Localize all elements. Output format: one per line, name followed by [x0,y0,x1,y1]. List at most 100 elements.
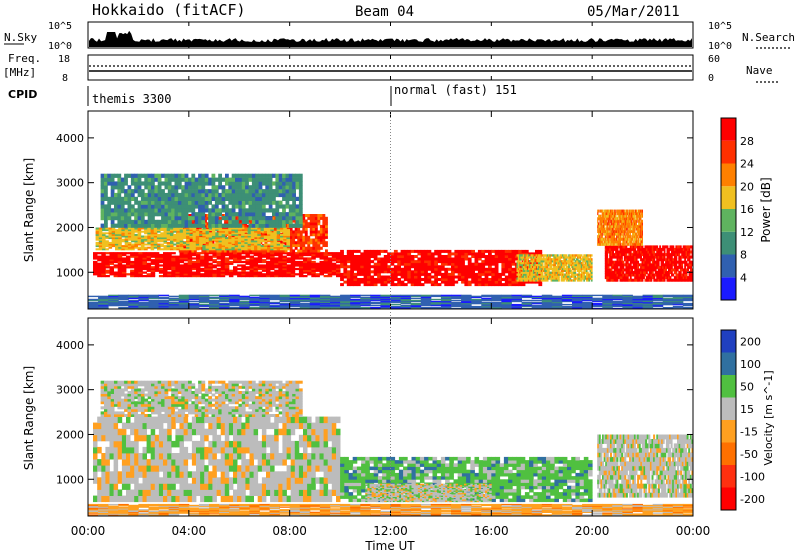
heatmap-cell [573,254,575,257]
heatmap-cell [215,227,219,230]
heatmap-cell [171,192,175,198]
heatmap-cell [286,264,292,267]
heatmap-cell [325,233,328,237]
heatmap-cell [179,273,184,276]
heatmap-cell [134,229,138,232]
heatmap-cell [231,246,235,249]
heatmap-cell [508,275,512,279]
heatmap-cell [314,246,318,250]
heatmap-cell [131,233,135,236]
heatmap-cell [235,200,239,205]
heatmap-cell [494,270,499,274]
heatmap-cell [307,273,312,276]
heatmap-cell [327,275,333,278]
heatmap-cell [550,277,553,280]
heatmap-cell [205,243,210,246]
heatmap-cell [353,260,358,264]
heatmap-cell [534,277,536,280]
heatmap-cell [205,245,210,248]
heatmap-cell [317,233,321,237]
heatmap-cell [231,223,236,228]
heatmap-cell [519,279,521,282]
heatmap-cell [539,265,541,269]
heatmap-cell [619,273,622,277]
heatmap-cell [527,277,530,280]
heatmap-cell [561,262,564,265]
heatmap-cell [526,254,529,257]
heatmap-cell [204,196,209,201]
heatmap-cell [525,256,528,259]
heatmap-cell [157,189,162,194]
heatmap-cell [105,252,110,255]
heatmap-cell [302,241,306,245]
heatmap-cell [454,249,459,253]
heatmap-cell [393,255,398,258]
heatmap-cell [610,245,613,249]
heatmap-cell [124,237,129,240]
heatmap-cell [427,260,432,264]
heatmap-cell [196,271,201,274]
heatmap-cell [540,271,543,274]
heatmap-cell [154,223,159,228]
heatmap-cell [292,189,296,194]
heatmap-cell [260,237,265,240]
heatmap-cell [246,249,250,253]
heatmap-cell [331,253,337,257]
heatmap-cell [124,219,128,224]
heatmap-cell [363,249,368,253]
heatmap-cell [323,260,329,264]
heatmap-cell [625,247,628,251]
heatmap-cell [253,257,259,260]
heatmap-cell [188,219,192,224]
heatmap-cell [101,262,106,265]
heatmap-cell [322,222,326,226]
heatmap-cell [279,249,283,253]
heatmap-cell [221,245,226,248]
heatmap-cell [275,189,280,194]
heatmap-cell [268,216,273,221]
heatmap-cell [511,283,516,287]
heatmap-cell [176,238,180,241]
heatmap-cell [134,269,139,272]
heatmap-cell [272,216,275,220]
heatmap-cell [114,173,118,178]
heatmap-cell [521,262,524,265]
heatmap-cell [556,256,559,259]
heatmap-cell [114,208,118,213]
heatmap-cell [200,273,205,276]
heatmap-cell [628,250,631,254]
heatmap-cell [254,243,258,246]
heatmap-cell [124,245,129,248]
heatmap-cell [477,262,482,266]
heatmap-cell [127,229,132,232]
heatmap-cell [319,257,324,260]
heatmap-cell [657,247,660,251]
heatmap-cell [174,219,179,224]
heatmap-cell [170,230,174,233]
heatmap-cell [205,248,210,251]
heatmap-cell [241,212,246,217]
heatmap-cell [657,255,660,259]
heatmap-cell [212,273,217,276]
heatmap-cell [629,273,632,277]
heatmap-cell [270,273,275,276]
heatmap-cell [558,271,560,274]
heatmap-cell [550,258,553,261]
heatmap-cell [163,264,168,267]
heatmap-cell [663,273,666,277]
heatmap-cell [535,280,539,284]
heatmap-cell [522,271,525,274]
heatmap-cell [140,219,145,224]
heatmap-cell [494,262,499,266]
heatmap-cell [101,267,106,271]
heatmap-cell [607,276,610,280]
heatmap-cell [648,271,651,274]
heatmap-cell [182,241,187,244]
heatmap-cell [457,260,462,264]
heatmap-cell [559,262,562,265]
heatmap-cell [200,255,205,258]
heatmap-cell [303,269,308,272]
heatmap-cell [307,253,312,257]
heatmap-cell [638,253,641,257]
